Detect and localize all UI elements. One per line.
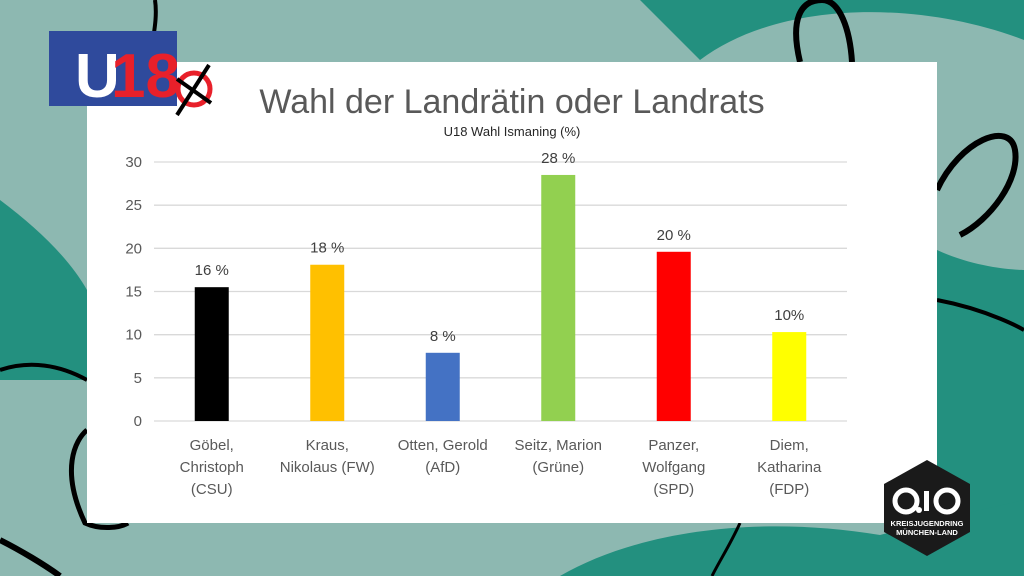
decorative-curve-left [0, 362, 88, 382]
category-label: Kraus, [306, 437, 349, 454]
category-label: (FDP) [769, 481, 809, 498]
bar [425, 352, 460, 421]
category-label: Otten, Gerold [398, 437, 488, 454]
category-label: (CSU) [191, 481, 233, 498]
logo-o-left [892, 487, 920, 515]
y-tick-label: 0 [134, 413, 142, 430]
y-tick-label: 20 [125, 240, 142, 257]
category-label: Göbel, [190, 437, 234, 454]
logo-o-right [933, 487, 961, 515]
decorative-line-bottom [710, 522, 742, 576]
y-tick-label: 10 [125, 327, 142, 344]
logo-j [924, 491, 929, 511]
teal-shape-bottom [560, 500, 1024, 576]
data-label: 18 % [310, 240, 344, 257]
bar [541, 174, 576, 421]
data-label: 8 % [430, 328, 456, 345]
category-label: Wolfgang [642, 459, 705, 476]
data-label: 28 % [541, 150, 575, 167]
category-label: (Grüne) [532, 459, 584, 476]
decorative-curve-right [936, 298, 1024, 332]
teal-shape-top-right [640, 0, 1024, 60]
chart-card: Wahl der Landrätin oder Landrats U18 Wah… [87, 62, 937, 523]
u18-logo-background [49, 31, 177, 106]
decorative-loop-top-right [793, 0, 855, 63]
logo-dot [916, 507, 922, 513]
category-label: Nikolaus (FW) [280, 459, 375, 476]
decorative-loop-right [934, 132, 1019, 238]
y-tick-label: 25 [125, 197, 142, 214]
bar [310, 264, 345, 421]
y-tick-label: 15 [125, 284, 142, 301]
logo-line1: KREISJUGENDRING [891, 519, 964, 528]
chart-title: Wahl der Landrätin oder Landrats [259, 83, 765, 121]
kreisjugendring-logo: KREISJUGENDRING MÜNCHEN-LAND [884, 460, 970, 556]
u18-logo-u: U [75, 42, 120, 111]
logo-line2: MÜNCHEN-LAND [896, 528, 958, 537]
teal-shape-left [0, 200, 87, 380]
data-label: 20 % [657, 227, 691, 244]
y-tick-label: 5 [134, 370, 142, 387]
decorative-line-bottom-left [0, 537, 62, 576]
category-label: (SPD) [653, 481, 694, 498]
category-label: (AfD) [425, 459, 460, 476]
u18-logo-18: 18 [111, 42, 180, 111]
bar [194, 287, 229, 421]
category-label: Diem, [770, 437, 809, 454]
bar [656, 251, 691, 421]
u18-logo: U 18 [49, 31, 213, 117]
ballot-cross-icon [175, 63, 213, 117]
category-label: Seitz, Marion [514, 437, 602, 454]
chart-subtitle: U18 Wahl Ismaning (%) [443, 124, 581, 139]
decorative-loop-left [69, 428, 130, 530]
bar [772, 332, 807, 421]
y-tick-label: 30 [125, 154, 142, 171]
data-label: 16 % [195, 262, 229, 279]
data-label: 10% [774, 307, 804, 324]
category-label: Christoph [180, 459, 244, 476]
category-label: Katharina [757, 459, 822, 476]
bar-chart: 0 5 10 15 20 25 30 16 % Göbel, Christoph (CSU) 18 %… [125, 150, 847, 498]
category-label: Panzer, [648, 437, 699, 454]
